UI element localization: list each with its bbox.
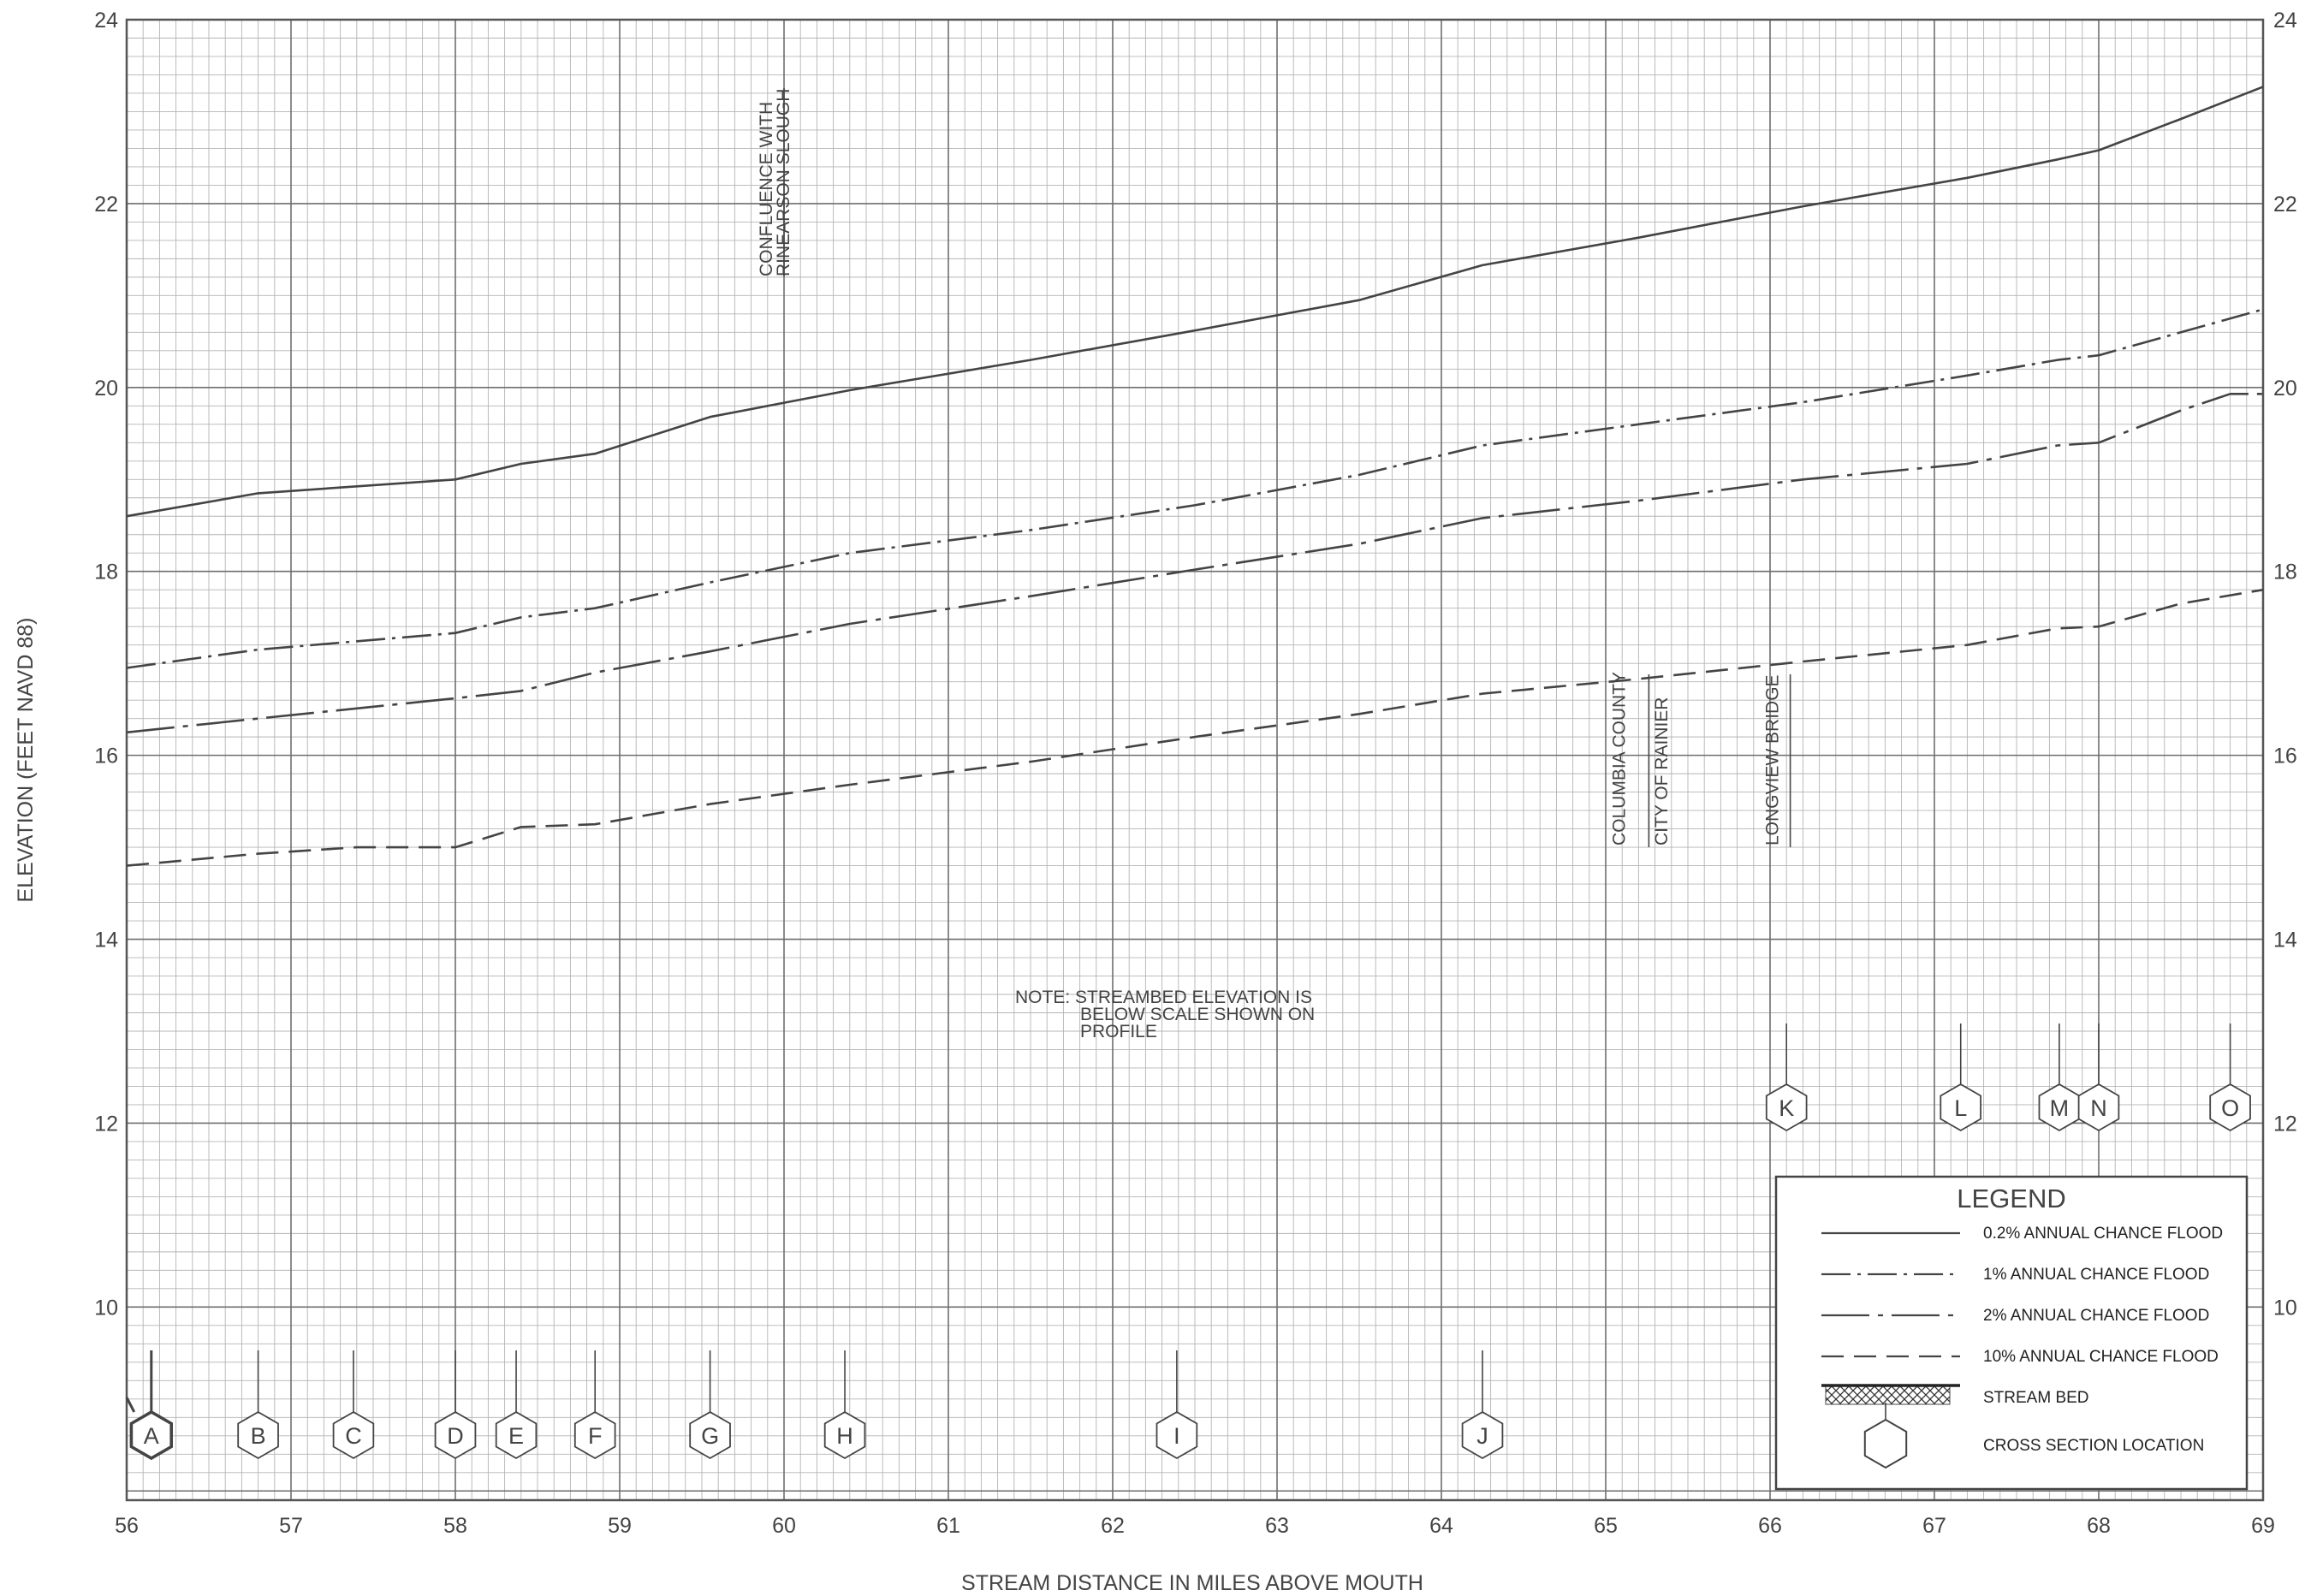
- cross-section-label: H: [836, 1423, 853, 1449]
- cross-section-hexagon: [434, 1410, 477, 1460]
- x-axis-title: STREAM DISTANCE IN MILES ABOVE MOUTH: [961, 1571, 1423, 1595]
- y-tick-label-right: 22: [2273, 193, 2297, 217]
- cross-section-hexagon: [495, 1410, 538, 1460]
- y-tick-label-left: 18: [94, 561, 118, 584]
- cross-section-hexagon: [1156, 1410, 1198, 1460]
- legend-item-label: 0.2% ANNUAL CHANCE FLOOD: [1983, 1225, 2223, 1243]
- cross-section-markers: A B C D E F G H I J K L M N O: [125, 1023, 2251, 1461]
- series-line-dashed: [126, 588, 2264, 867]
- x-tick-label: 68: [2087, 1514, 2111, 1538]
- cross-section-label: C: [345, 1423, 362, 1449]
- cross-section-hexagon: [2209, 1083, 2251, 1132]
- series-line-solid: [126, 86, 2264, 518]
- y-tick-label-right: 18: [2273, 561, 2297, 584]
- x-tick-label: 61: [936, 1514, 960, 1538]
- plot-frame: [125, 18, 2265, 1502]
- cross-section-label: A: [144, 1423, 159, 1449]
- y-tick-label-left: 22: [94, 193, 118, 217]
- y-axis-left-ticks: 10 12 14 16 18 20 22 24: [94, 9, 118, 1320]
- legend-title: LEGEND: [1957, 1184, 2065, 1213]
- x-tick-label: 57: [279, 1514, 303, 1538]
- legend: LEGEND 0.2% ANNUAL CHANCE FLOOD 1% ANNUAL …: [1774, 1175, 2249, 1491]
- y-tick-label-right: 14: [2273, 929, 2297, 952]
- series-line-longdashdot: [126, 392, 2263, 734]
- y-tick-label-left: 16: [94, 745, 118, 768]
- cross-section-hexagon: [1461, 1410, 1504, 1460]
- annotation-text: LONGVIEW BRIDGE: [1763, 674, 1783, 845]
- legend-item-label: 2% ANNUAL CHANCE FLOOD: [1983, 1307, 2209, 1325]
- legend-item-label: CROSS SECTION LOCATION: [1983, 1437, 2204, 1455]
- x-axis-ticks: 56 57 58 59 60 61 62 63 64 65 66 67 68 69: [115, 1514, 2275, 1538]
- cross-section-hexagon: [689, 1410, 731, 1460]
- cross-section-leader: [125, 1397, 136, 1413]
- y-tick-label-right: 16: [2273, 745, 2297, 768]
- legend-swatch-hexagon: [1863, 1418, 1908, 1469]
- cross-section-label: M: [2050, 1095, 2070, 1121]
- cross-section-label: F: [588, 1423, 603, 1449]
- y-axis-title: ELEVATION (FEET NAVD 88): [14, 618, 38, 903]
- y-tick-label-left: 24: [94, 9, 118, 33]
- y-tick-label-left: 20: [94, 377, 118, 400]
- cross-section-hexagon: [129, 1409, 173, 1461]
- cross-section-label: N: [2090, 1095, 2107, 1121]
- x-tick-label: 56: [115, 1514, 139, 1538]
- cross-section-hexagon: [1765, 1083, 1808, 1132]
- cross-section-label: E: [508, 1423, 524, 1449]
- note-text: NOTE: STREAMBED ELEVATION IS: [1015, 988, 1312, 1007]
- legend-item-label: STREAM BED: [1983, 1389, 2089, 1407]
- x-tick-label: 58: [443, 1514, 467, 1538]
- x-tick-label: 64: [1429, 1514, 1453, 1538]
- annotation-text: CONFLUENCE WITH: [757, 102, 776, 276]
- cross-section-label: I: [1173, 1423, 1180, 1449]
- x-tick-label: 69: [2251, 1514, 2275, 1538]
- cross-section-label: L: [1954, 1095, 1967, 1121]
- cross-section-hexagon: [2077, 1083, 2120, 1132]
- x-tick-label: 66: [1758, 1514, 1782, 1538]
- cross-section-hexagon: [332, 1410, 375, 1460]
- cross-section-label: D: [447, 1423, 464, 1449]
- legend-swatch-hatch: [1825, 1385, 1951, 1405]
- y-axis-right-ticks: 10 12 14 16 18 20 22 24: [2273, 9, 2297, 1320]
- cross-section-hexagon: [823, 1410, 866, 1460]
- x-tick-label: 59: [608, 1514, 632, 1538]
- cross-section-label: G: [701, 1423, 719, 1449]
- note-text: BELOW SCALE SHOWN ON: [1080, 1005, 1315, 1024]
- cross-section-hexagon: [573, 1410, 616, 1460]
- annotation-text: RINEARSON SLOUGH: [774, 89, 793, 276]
- y-tick-label-left: 10: [94, 1296, 118, 1320]
- annotation-text: CITY OF RAINIER: [1652, 697, 1672, 845]
- y-tick-label-right: 10: [2273, 1296, 2297, 1320]
- series-line-dashdot: [126, 308, 2264, 669]
- legend-item-label: 1% ANNUAL CHANCE FLOOD: [1983, 1266, 2209, 1284]
- x-tick-label: 65: [1594, 1514, 1618, 1538]
- y-tick-label-right: 20: [2273, 377, 2297, 400]
- y-tick-label-left: 12: [94, 1112, 118, 1136]
- y-tick-label-left: 14: [94, 929, 118, 952]
- y-tick-label-right: 24: [2273, 9, 2297, 33]
- x-tick-label: 67: [1922, 1514, 1946, 1538]
- cross-section-hexagon: [237, 1410, 279, 1460]
- cross-section-label: K: [1779, 1095, 1794, 1121]
- note-text: PROFILE: [1080, 1022, 1157, 1041]
- x-tick-label: 63: [1265, 1514, 1289, 1538]
- x-tick-label: 62: [1101, 1514, 1125, 1538]
- cross-section-label: B: [251, 1423, 266, 1449]
- cross-section-hexagon: [1940, 1083, 1982, 1132]
- y-tick-label-right: 12: [2273, 1112, 2297, 1136]
- annotation-text: COLUMBIA COUNTY: [1609, 672, 1629, 845]
- legend-item-label: 10% ANNUAL CHANCE FLOOD: [1983, 1348, 2219, 1366]
- cross-section-label: O: [2221, 1095, 2239, 1121]
- x-tick-label: 60: [772, 1514, 796, 1538]
- cross-section-label: J: [1476, 1423, 1488, 1449]
- flood-series: [126, 86, 2264, 867]
- legend-box: [1774, 1175, 2249, 1491]
